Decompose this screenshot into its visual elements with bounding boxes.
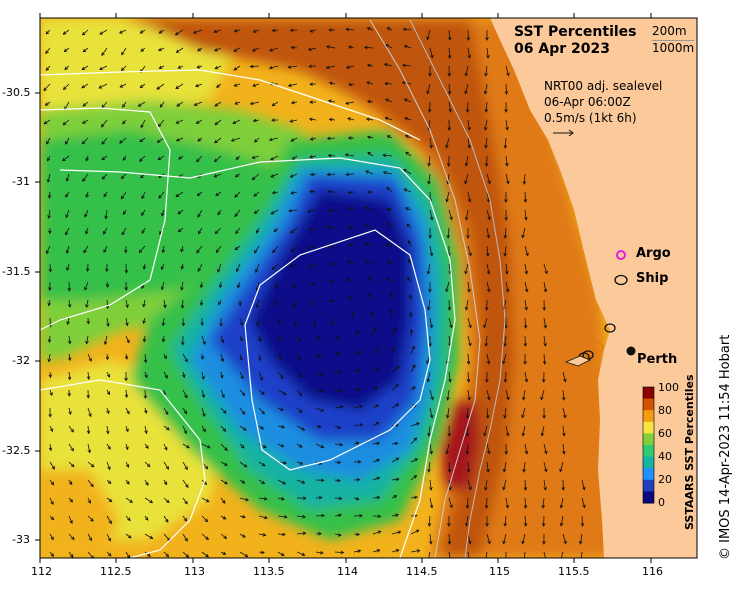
x-tick-label: 112.5 — [100, 565, 132, 578]
x-tick-label: 114.5 — [406, 565, 438, 578]
perth-label: Perth — [637, 352, 677, 367]
map-date: 06 Apr 2023 — [514, 41, 610, 58]
current-vector — [582, 516, 583, 526]
current-vector-head — [468, 559, 471, 562]
isobath-1000m-label: 1000m — [652, 40, 694, 56]
x-tick-label: 115 — [489, 565, 510, 578]
colorbar-tick: 20 — [658, 473, 672, 486]
current-time-label: 06-Apr 06:00Z — [544, 95, 631, 110]
y-tick-label: -31 — [12, 175, 30, 188]
perth-location-marker — [627, 347, 636, 356]
colorbar-segment — [643, 433, 654, 445]
y-tick-label: -33 — [12, 533, 30, 546]
colorbar-segment — [643, 468, 654, 480]
colorbar-title: SSTAARS SST Percentiles — [683, 375, 696, 531]
y-tick-label: -30.5 — [2, 86, 30, 99]
colorbar-tick: 80 — [658, 404, 672, 417]
x-tick-label: 112 — [31, 565, 52, 578]
current-vector — [468, 102, 469, 112]
y-tick-label: -32.5 — [2, 444, 30, 457]
x-tick-label: 113.5 — [253, 565, 285, 578]
colorbar-segment — [643, 480, 654, 492]
current-vector-head — [427, 559, 430, 562]
ship-legend-label: Ship — [636, 271, 668, 286]
current-vector-head — [544, 559, 547, 562]
colorbar-segment — [643, 387, 654, 399]
colorbar — [643, 387, 654, 504]
colorbar-segment — [643, 491, 654, 503]
y-axis-ticks — [35, 93, 40, 540]
x-tick-label: 116 — [642, 565, 663, 578]
current-vector — [449, 462, 450, 472]
colorbar-segment — [643, 399, 654, 411]
current-vector-head — [580, 559, 583, 562]
y-tick-label: -31.5 — [2, 265, 30, 278]
current-vector-head — [505, 559, 508, 562]
current-source-label: NRT00 adj. sealevel — [544, 79, 662, 94]
map-title: SST Percentiles — [514, 24, 637, 41]
current-vector-head — [523, 559, 526, 562]
argo-legend-label: Argo — [636, 246, 671, 261]
colorbar-segment — [643, 410, 654, 422]
colorbar-tick: 60 — [658, 427, 672, 440]
current-vector-head — [484, 559, 487, 562]
current-vector-head — [560, 559, 563, 562]
colorbar-tick: 0 — [658, 496, 665, 509]
colorbar-segment — [643, 457, 654, 469]
colorbar-segment — [643, 445, 654, 457]
current-scale-label: 0.5m/s (1kt 6h) — [544, 111, 637, 126]
x-tick-label: 115.5 — [558, 565, 590, 578]
x-tick-label: 114 — [337, 565, 358, 578]
current-vector — [525, 192, 526, 202]
current-vector-head — [449, 559, 452, 562]
colorbar-tick: 40 — [658, 450, 672, 463]
colorbar-segment — [643, 422, 654, 434]
y-tick-label: -32 — [12, 354, 30, 367]
isobath-200m-label: 200m — [652, 24, 687, 39]
x-tick-label: 113 — [184, 565, 205, 578]
colorbar-tick: 100 — [658, 381, 679, 394]
credit-text: © IMOS 14-Apr-2023 11:54 Hobart — [718, 335, 733, 560]
